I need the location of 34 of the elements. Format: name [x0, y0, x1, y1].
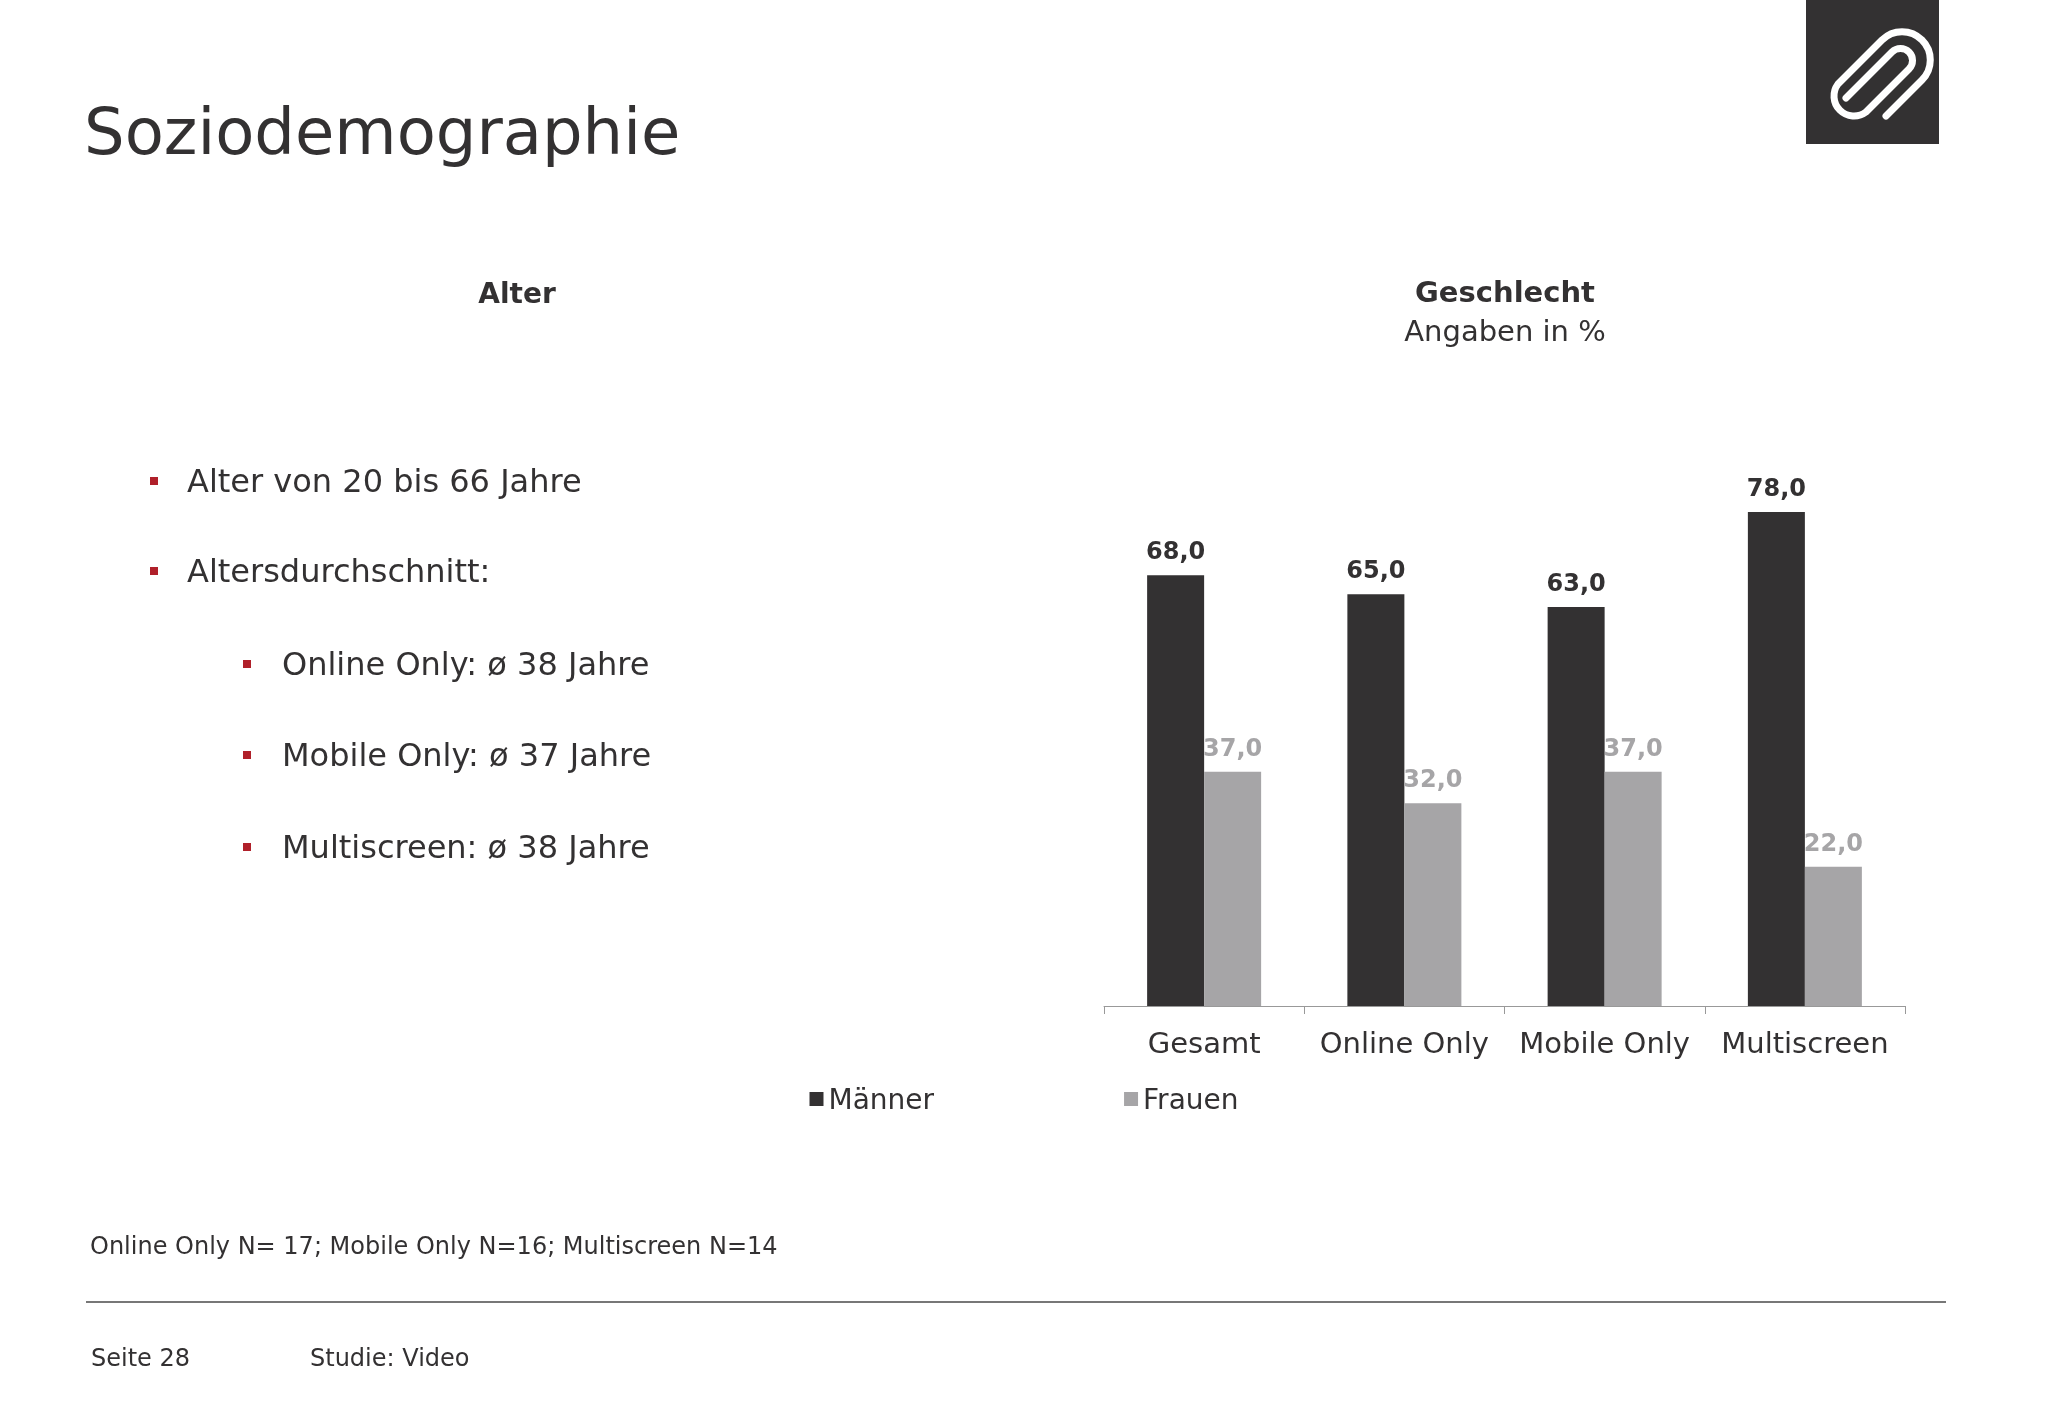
- data-label: 68,0: [1146, 537, 1206, 566]
- bar: [1604, 771, 1662, 1006]
- text: Studie: Video: [310, 1344, 470, 1372]
- legend-label: Männer: [828, 1082, 935, 1116]
- data-label: 37,0: [1203, 733, 1263, 762]
- data-label: 22,0: [1803, 828, 1863, 857]
- x-tick-label: Mobile Only: [1519, 1025, 1691, 1060]
- x-tick-label: Gesamt: [1147, 1025, 1261, 1060]
- data-label: 78,0: [1746, 474, 1806, 502]
- bar: [1347, 594, 1405, 1006]
- x-tick-label: Multiscreen: [1721, 1025, 1889, 1060]
- chart-subtitle: Angaben in %: [1404, 313, 1606, 348]
- text: Soziodemographie: [84, 95, 681, 169]
- text: Multiscreen: ø 38 Jahre: [282, 828, 650, 866]
- text: Altersdurchschnitt:: [187, 552, 491, 590]
- bar: [1547, 607, 1605, 1006]
- data-label: 32,0: [1403, 765, 1463, 794]
- text: Online Only: ø 38 Jahre: [282, 645, 650, 683]
- text: Seite 28: [91, 1344, 191, 1372]
- bar: [1804, 866, 1862, 1006]
- data-label: 65,0: [1346, 556, 1406, 585]
- bar: [1404, 803, 1462, 1006]
- x-tick-label: Online Only: [1319, 1025, 1489, 1060]
- text: Alter: [478, 277, 556, 310]
- text: Online Only N= 17; Mobile Only N=16; Multiscreen N=14: [90, 1232, 778, 1260]
- text: Mobile Only: ø 37 Jahre: [282, 736, 652, 774]
- bar: [1747, 512, 1805, 1006]
- chart-title: Geschlecht: [1415, 274, 1596, 309]
- bar: [1147, 575, 1205, 1006]
- data-label: 63,0: [1546, 569, 1606, 597]
- data-label: 37,0: [1603, 733, 1663, 762]
- bar: [1204, 771, 1262, 1006]
- text: Alter von 20 bis 66 Jahre: [187, 462, 582, 500]
- legend-label: Frauen: [1143, 1082, 1239, 1116]
